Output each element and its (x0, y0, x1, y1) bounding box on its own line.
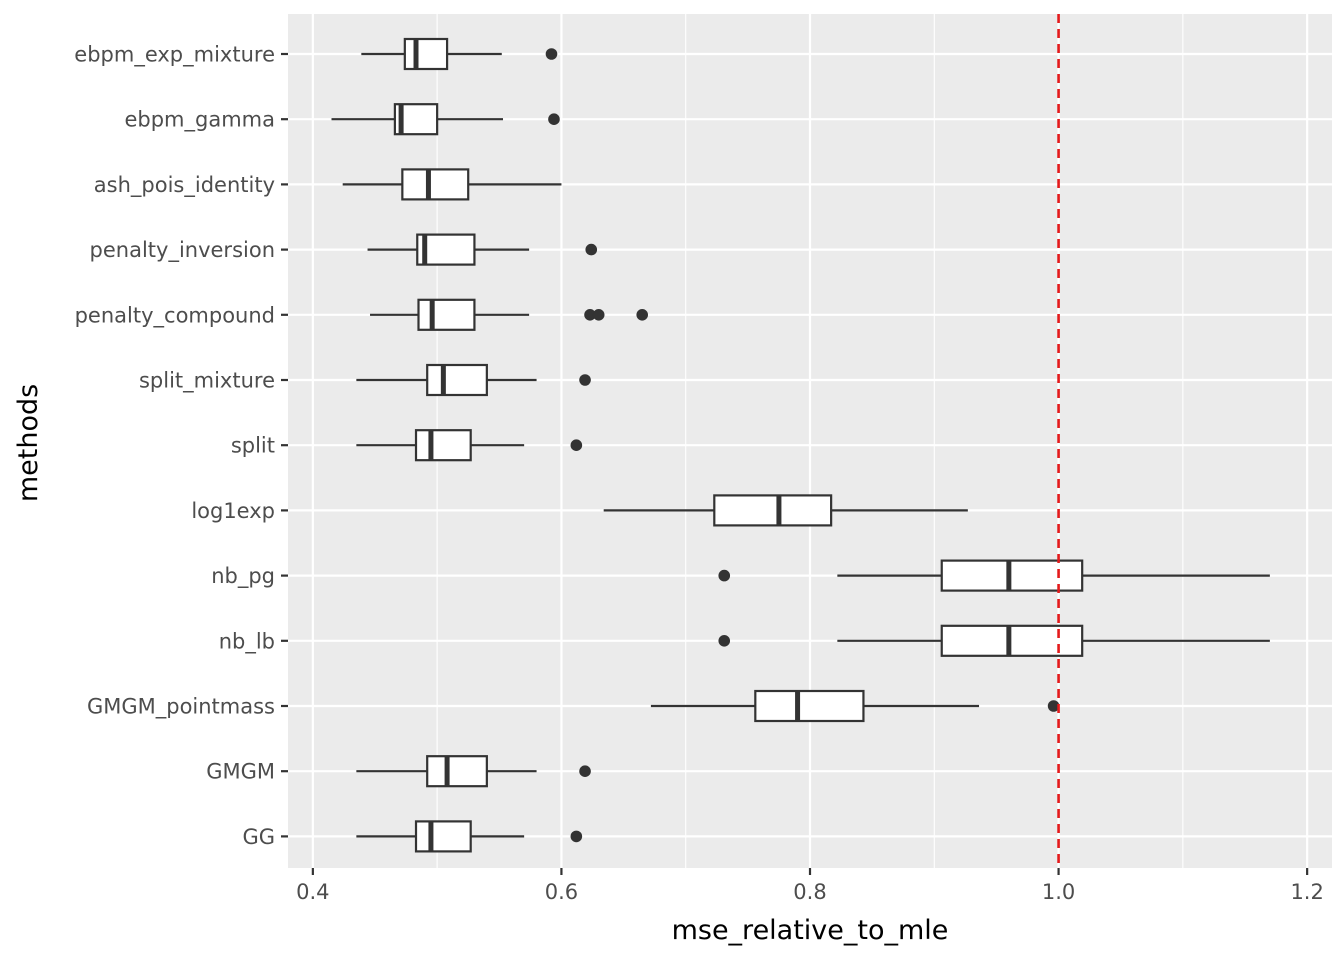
box-iqr (426, 755, 488, 788)
x-tick-label: 1.0 (1042, 880, 1075, 904)
box-penalty_compound (370, 298, 649, 331)
box-iqr (426, 363, 488, 397)
outlier-point (579, 765, 591, 777)
box-ebpm_gamma (331, 103, 560, 136)
box-GMGM_pointmass (650, 689, 1060, 723)
outlier-point (585, 243, 598, 256)
box-split (356, 429, 583, 462)
outlier-point (718, 569, 731, 582)
box-iqr (940, 624, 1084, 657)
outlier-point (584, 309, 596, 321)
box-penalty_inversion (367, 233, 598, 266)
outlier-point (570, 830, 583, 843)
box-split_mixture (356, 363, 591, 397)
y-tick-label: GMGM_pointmass (87, 695, 275, 720)
y-tick-label: GG (242, 825, 275, 849)
y-tick-label: ebpm_exp_mixture (74, 43, 275, 68)
x-tick-label: 0.4 (296, 880, 329, 904)
x-tick-label: 0.6 (545, 880, 578, 904)
y-tick-label: ebpm_gamma (124, 108, 275, 133)
box-ash_pois_identity (342, 168, 562, 201)
box-iqr (754, 689, 865, 723)
y-tick-label: log1exp (191, 499, 275, 523)
y-tick-label: split_mixture (139, 369, 275, 394)
box-ebpm_exp_mixture (361, 37, 558, 71)
outlier-point (636, 309, 649, 321)
y-tick-label: GMGM (206, 760, 275, 784)
outlier-point (1047, 700, 1060, 712)
box-iqr (940, 559, 1084, 592)
y-tick-label: split (231, 434, 275, 458)
box-iqr (401, 168, 470, 201)
y-tick-label: nb_lb (219, 629, 275, 654)
box-iqr (417, 298, 476, 331)
y-tick-label: ash_pois_identity (94, 173, 275, 198)
box-iqr (403, 37, 449, 71)
box-iqr (414, 429, 472, 462)
y-tick-label: penalty_inversion (90, 238, 275, 263)
box-GMGM (356, 755, 591, 788)
outlier-point (545, 48, 558, 60)
x-axis: 0.4 0.6 0.8 1.0 1.2 (296, 868, 1324, 904)
y-tick-label: nb_pg (211, 564, 275, 589)
outlier-point (718, 635, 731, 647)
outlier-point (548, 113, 560, 125)
y-tick-label: penalty_compound (75, 303, 275, 328)
y-axis-title: methods (13, 384, 44, 502)
x-tick-label: 1.2 (1290, 880, 1323, 904)
box-log1exp (603, 494, 968, 527)
x-tick-label: 0.8 (793, 880, 826, 904)
box-GG (356, 820, 583, 853)
y-axis: ebpm_exp_mixture ebpm_gamma ash_pois_ident… (74, 43, 288, 849)
box-iqr (713, 494, 833, 527)
outlier-point (570, 439, 583, 452)
outlier-point (592, 309, 605, 321)
outlier-point (579, 374, 591, 386)
x-axis-title: mse_relative_to_mle (672, 915, 949, 946)
boxes-layer (331, 37, 1270, 853)
box-iqr (414, 820, 472, 853)
